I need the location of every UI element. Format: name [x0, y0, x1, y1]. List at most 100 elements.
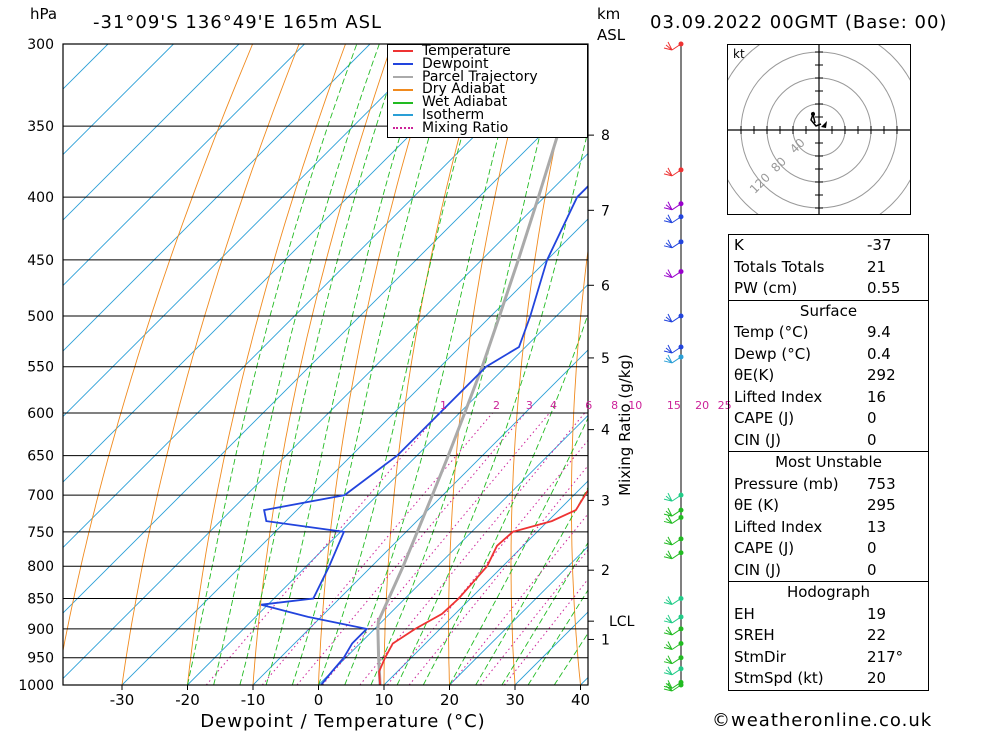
most-unstable-value: 295	[867, 496, 896, 514]
surface-row: Lifted Index 16	[729, 387, 928, 409]
mixing-ratio-line	[322, 412, 550, 685]
legend-swatch	[393, 127, 413, 130]
mixing-ratio-tick-label: 8	[611, 399, 618, 412]
mixing-ratio-tick-label: 20	[695, 399, 709, 412]
height-unit-asl: ASL	[597, 26, 626, 44]
most-unstable-row: Lifted Index 13	[729, 517, 928, 539]
mixing-ratio-tick-label: 2	[493, 399, 500, 412]
pressure-tick-label: 650	[27, 449, 54, 465]
height-tick-label: 3	[601, 493, 610, 509]
pressure-tick-label: 350	[27, 119, 54, 135]
isotherm-line	[318, 414, 588, 685]
most-unstable-value: 753	[867, 474, 896, 493]
dry-adiabat-line	[947, 44, 1000, 685]
surface-value: 0	[867, 409, 877, 427]
wind-barb	[663, 596, 682, 605]
wet-adiabat-line	[449, 417, 588, 685]
wind-barb	[663, 201, 682, 211]
hodograph-stat-label: StmSpd (kt)	[734, 669, 824, 687]
index-label: Totals Totals	[734, 257, 825, 276]
most-unstable-label: CIN (J)	[734, 560, 782, 579]
dry-adiabat-line	[630, 44, 670, 685]
isotherm-line	[63, 44, 174, 156]
surface-label: CAPE (J)	[734, 409, 795, 427]
isotherm-line	[63, 44, 371, 352]
surface-row: Temp (°C) 9.4	[729, 322, 928, 344]
legend-item: Isotherm	[388, 106, 587, 123]
dry-adiabat-line	[187, 44, 346, 685]
surface-label: Dewp (°C)	[734, 344, 812, 363]
wind-barb	[663, 214, 682, 224]
mixing-ratio-tick-label: 4	[550, 399, 557, 412]
legend-label: Temperature	[422, 43, 511, 59]
mixing-ratio-tick-label: 10	[628, 399, 642, 412]
surface-label: Temp (°C)	[734, 323, 809, 341]
mixing-ratio-line	[449, 513, 588, 685]
pressure-tick-label: 950	[27, 651, 54, 667]
legend-label: Dewpoint	[422, 55, 489, 72]
hodograph-stat-row: StmDir 217°	[729, 647, 928, 669]
location-title: -31°09'S 136°49'E 165m ASL	[93, 12, 383, 33]
datetime-title: 03.09.2022 00GMT (Base: 00)	[650, 12, 948, 33]
pressure-tick-label: 900	[27, 622, 54, 638]
pressure-tick-label: 500	[27, 309, 54, 325]
isotherm-line	[63, 44, 240, 221]
wind-barb	[663, 614, 682, 624]
hodograph-unit: kt	[733, 47, 745, 61]
mixing-ratio-tick-label: 1	[440, 399, 447, 412]
lcl-label: LCL	[609, 614, 635, 630]
pressure-tick-label: 300	[27, 37, 54, 53]
legend-swatch	[393, 101, 413, 104]
wind-barb	[663, 666, 682, 676]
wind-barb	[663, 515, 682, 524]
surface-label: Lifted Index	[734, 387, 823, 406]
dry-adiabat-line	[995, 44, 1000, 685]
surface-value: 16	[867, 387, 887, 406]
wind-barb	[663, 536, 682, 546]
parcel-trajectory-curve	[376, 44, 588, 685]
hodograph-ring-label: 80	[768, 154, 789, 175]
legend-item: Dry Adiabat	[388, 83, 587, 96]
wind-barb	[663, 507, 682, 517]
wet-adiabat-line	[213, 44, 380, 685]
height-unit-km: km	[597, 5, 621, 23]
isotherm-line	[63, 87, 588, 614]
legend-item: Parcel Trajectory	[388, 70, 587, 83]
surface-value: 292	[867, 366, 896, 384]
isotherm-line	[63, 44, 305, 287]
dry-adiabat-line	[510, 44, 579, 685]
wind-barb	[663, 269, 682, 279]
wind-barb	[663, 682, 682, 692]
most-unstable-label: θE (K)	[734, 496, 779, 514]
surface-value: 0.4	[867, 344, 891, 363]
pressure-tick-label: 850	[27, 591, 54, 607]
most-unstable-row: θE (K) 295	[729, 495, 928, 517]
copyright-footer[interactable]: ©weatheronline.co.uk	[712, 710, 932, 731]
index-value: 21	[867, 257, 887, 276]
surface-row: CIN (J) 0	[729, 430, 928, 452]
wind-barb	[663, 626, 682, 636]
site-link[interactable]: weatheronline.co.uk	[731, 710, 933, 731]
most-unstable-value: 13	[867, 517, 887, 536]
pressure-tick-label: 750	[27, 525, 54, 541]
temperature-curve	[378, 488, 588, 685]
wind-barb	[663, 641, 682, 650]
mixing-ratio-line	[205, 412, 440, 685]
isotherm-line	[449, 545, 588, 685]
dewpoint-curve	[260, 185, 588, 685]
legend-label: Isotherm	[422, 106, 485, 123]
most-unstable-label: Pressure (mb)	[734, 474, 839, 493]
index-value: 0.55	[867, 279, 901, 297]
wet-adiabat-line	[501, 541, 588, 685]
index-label: PW (cm)	[734, 279, 798, 297]
hodograph-title: Hodograph	[786, 583, 871, 601]
hodograph-stat-value: 217°	[867, 647, 904, 666]
most-unstable-row: Pressure (mb) 753	[729, 474, 928, 496]
pressure-tick-label: 400	[27, 190, 54, 206]
mixing-ratio-axis-label: Mixing Ratio (g/kg)	[616, 354, 634, 496]
surface-value: 0	[867, 430, 877, 449]
temperature-tick-label: -20	[175, 691, 200, 709]
wind-barb	[663, 313, 682, 323]
hodograph-ring-label: 120	[747, 170, 773, 196]
